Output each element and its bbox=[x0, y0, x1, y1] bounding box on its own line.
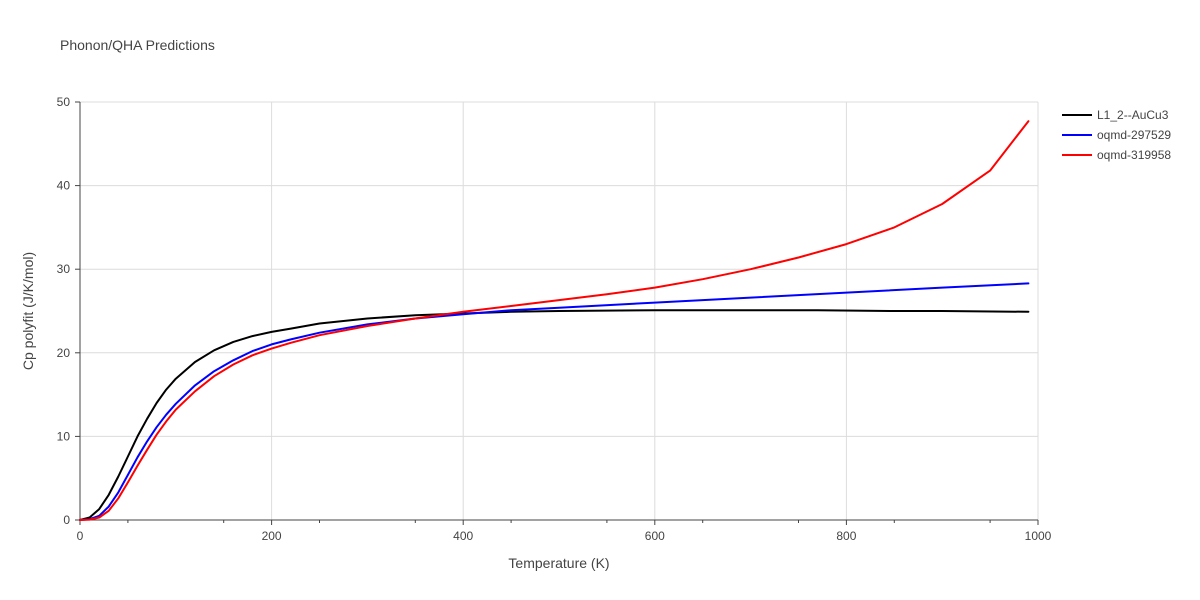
x-axis-title: Temperature (K) bbox=[508, 555, 609, 571]
x-tick-label: 200 bbox=[262, 529, 282, 543]
y-axis-title: Cp polyfit (J/K/mol) bbox=[20, 252, 36, 370]
x-tick-label: 600 bbox=[645, 529, 665, 543]
chart-title: Phonon/QHA Predictions bbox=[60, 37, 215, 53]
series-line-1 bbox=[79, 282, 1030, 521]
axes bbox=[79, 102, 1038, 521]
y-tick-label: 40 bbox=[57, 179, 71, 193]
legend-label-2[interactable]: oqmd-319958 bbox=[1097, 148, 1171, 162]
x-tick-label: 0 bbox=[77, 529, 84, 543]
x-tick-label: 400 bbox=[453, 529, 473, 543]
y-tick-label: 50 bbox=[57, 95, 71, 109]
y-tick-label: 30 bbox=[57, 262, 71, 276]
legend-label-1[interactable]: oqmd-297529 bbox=[1097, 128, 1171, 142]
x-tick-label: 1000 bbox=[1025, 529, 1052, 543]
ticks: 0 200 400 600 800 1000 0 10 20 30 40 50 bbox=[57, 95, 1052, 543]
x-tick-label: 800 bbox=[836, 529, 856, 543]
grid bbox=[80, 101, 1039, 520]
series-line-2 bbox=[79, 120, 1030, 521]
series-lines bbox=[79, 120, 1030, 521]
y-tick-label: 20 bbox=[57, 346, 71, 360]
y-tick-label: 0 bbox=[63, 513, 70, 527]
legend: L1_2--AuCu3 oqmd-297529 oqmd-319958 bbox=[1062, 108, 1171, 162]
legend-label-0[interactable]: L1_2--AuCu3 bbox=[1097, 108, 1169, 122]
y-tick-label: 10 bbox=[57, 429, 71, 443]
series-line-0 bbox=[79, 309, 1030, 521]
